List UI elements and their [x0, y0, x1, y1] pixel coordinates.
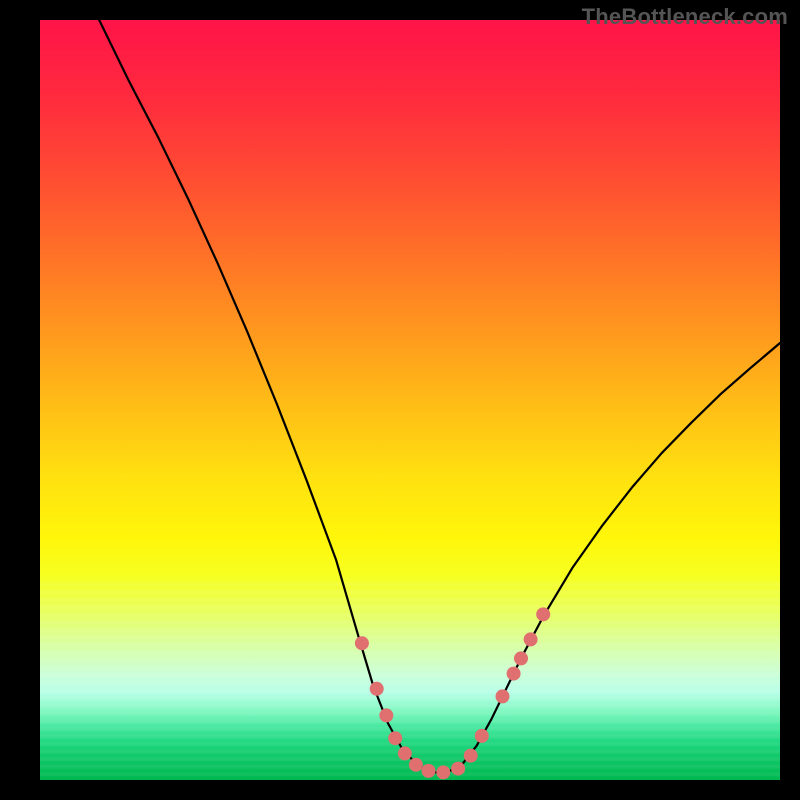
- curve-marker: [451, 762, 465, 776]
- band-stripe: [40, 719, 780, 723]
- band-stripe: [40, 689, 780, 693]
- band-stripe: [40, 598, 780, 602]
- band-stripe: [40, 620, 780, 624]
- curve-marker: [355, 636, 369, 650]
- band-stripe: [40, 636, 780, 640]
- band-stripe: [40, 590, 780, 594]
- band-stripe: [40, 651, 780, 655]
- band-stripe: [40, 613, 780, 617]
- band-stripe: [40, 727, 780, 731]
- band-stripe: [40, 681, 780, 685]
- curve-marker: [388, 731, 402, 745]
- band-stripe: [40, 696, 780, 700]
- bottleneck-curve-chart: [40, 20, 780, 780]
- band-stripe: [40, 704, 780, 708]
- band-stripe: [40, 674, 780, 678]
- band-stripe: [40, 582, 780, 586]
- band-stripe: [40, 658, 780, 662]
- curve-marker: [422, 764, 436, 778]
- watermark-text: TheBottleneck.com: [582, 4, 788, 30]
- band-stripe: [40, 734, 780, 738]
- band-stripe: [40, 712, 780, 716]
- curve-marker: [507, 667, 521, 681]
- band-stripe: [40, 666, 780, 670]
- curve-marker: [524, 632, 538, 646]
- curve-marker: [398, 746, 412, 760]
- band-stripe: [40, 772, 780, 776]
- band-stripe: [40, 742, 780, 746]
- curve-marker: [536, 607, 550, 621]
- band-stripe: [40, 628, 780, 632]
- curve-marker: [464, 749, 478, 763]
- band-stripe: [40, 643, 780, 647]
- curve-marker: [370, 682, 384, 696]
- band-stripe: [40, 605, 780, 609]
- curve-marker: [514, 651, 528, 665]
- curve-marker: [496, 689, 510, 703]
- curve-marker: [409, 758, 423, 772]
- curve-marker: [436, 765, 450, 779]
- curve-marker: [475, 729, 489, 743]
- curve-marker: [379, 708, 393, 722]
